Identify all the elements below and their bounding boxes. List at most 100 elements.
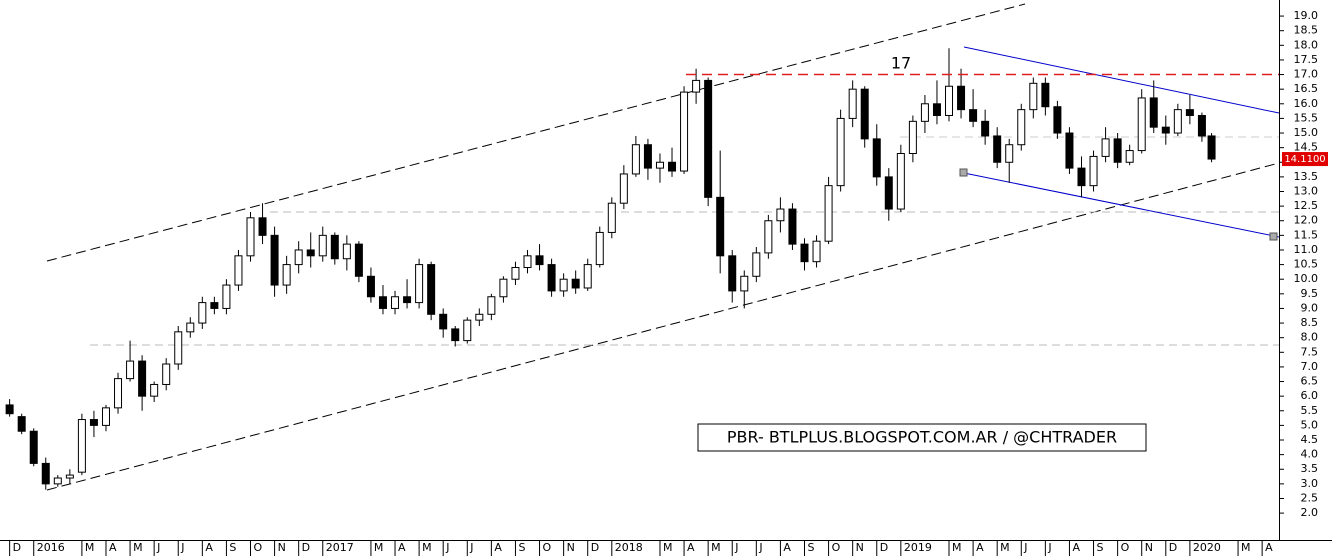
candle-body: [403, 296, 412, 304]
candle-body: [812, 240, 821, 263]
candle-body: [427, 264, 436, 315]
x-tick-label: O: [254, 541, 263, 554]
candle-body: [451, 328, 460, 342]
x-tick-label: N: [1145, 541, 1153, 554]
y-tick-label: 7.0: [1301, 360, 1319, 373]
candle-body: [607, 202, 616, 233]
candle-body: [53, 477, 62, 485]
x-tick-label: D: [302, 541, 310, 554]
candle-body: [415, 264, 424, 304]
candle-body: [306, 249, 315, 257]
watermark: PBR- BTLPLUS.BLOGSPOT.COM.AR / @CHTRADER: [727, 428, 1117, 447]
candle-body: [1149, 97, 1158, 128]
candle-body: [848, 88, 857, 119]
x-tick-label: A: [783, 541, 791, 554]
y-tick-label: 9.5: [1301, 287, 1319, 300]
candle-body: [920, 103, 929, 122]
x-tick-label: S: [518, 541, 525, 554]
candle-body: [788, 208, 797, 245]
x-tick-label: N: [567, 541, 575, 554]
y-tick-label: 18.5: [1294, 24, 1319, 37]
candle-body: [993, 135, 1002, 163]
y-tick-label: 4.0: [1301, 448, 1319, 461]
candle-body: [535, 255, 544, 266]
y-tick-label: 2.5: [1301, 491, 1319, 504]
y-tick-label: 14.5: [1294, 141, 1319, 154]
candle-body: [126, 360, 135, 380]
candle-body: [222, 284, 231, 309]
candle-body: [29, 430, 38, 464]
candle-body: [523, 255, 532, 269]
y-tick-label: 15.5: [1294, 111, 1319, 124]
candle-body: [1065, 132, 1074, 169]
x-tick-label: J: [180, 541, 184, 554]
candle-body: [475, 313, 484, 321]
candle-body: [210, 302, 219, 309]
candle-body: [655, 161, 664, 169]
candle-body: [318, 234, 327, 257]
candle-body: [945, 85, 954, 116]
x-tick-label: A: [1072, 541, 1080, 554]
candle-body: [559, 278, 568, 292]
x-tick-label: J: [734, 541, 738, 554]
candle-body: [836, 117, 845, 187]
candle-body: [41, 462, 50, 485]
candle-body: [174, 331, 183, 365]
y-axis-area: [1279, 0, 1332, 556]
candle-body: [354, 243, 363, 277]
candle-body: [294, 249, 303, 266]
handle: [959, 168, 968, 177]
x-tick-label: A: [687, 541, 695, 554]
x-tick-label: J: [469, 541, 473, 554]
x-tick-label: O: [832, 541, 841, 554]
channel-upper: [46, 3, 1026, 262]
wedge-upper: [963, 46, 1280, 114]
x-tick-label: N: [278, 541, 286, 554]
y-tick-label: 12.0: [1294, 214, 1319, 227]
candle-body: [1101, 138, 1110, 157]
y-tick-label: 13.5: [1294, 170, 1319, 183]
candle-body: [270, 234, 279, 286]
x-tick-label: S: [1097, 541, 1104, 554]
candle-body: [1005, 144, 1014, 163]
x-tick-label: O: [1121, 541, 1130, 554]
candle-body: [680, 91, 689, 172]
candle-body: [1017, 109, 1026, 146]
candle-body: [981, 120, 990, 137]
candle-body: [1125, 150, 1134, 163]
x-tick-label: A: [494, 541, 502, 554]
y-tick-label: 18.0: [1294, 38, 1319, 51]
y-tick-label: 12.5: [1294, 199, 1319, 212]
y-tick-label: 7.5: [1301, 345, 1319, 358]
candle-body: [186, 322, 195, 333]
candle-body: [860, 88, 869, 140]
last-price-label: 14.1100: [1284, 154, 1325, 165]
candles: [5, 48, 1216, 490]
handle: [1269, 232, 1278, 241]
candle-body: [872, 138, 881, 178]
candle-body: [282, 264, 291, 286]
candle-body: [716, 196, 725, 257]
candle-body: [198, 302, 207, 324]
candle-body: [439, 313, 448, 330]
candle-body: [234, 255, 243, 286]
x-tick-label: M: [374, 541, 384, 554]
y-tick-label: 3.0: [1301, 477, 1319, 490]
x-tick-label: M: [711, 541, 721, 554]
x-tick-label: 2017: [326, 541, 354, 554]
candle-body: [17, 416, 26, 432]
x-tick-label: A: [976, 541, 984, 554]
channel-lower: [46, 162, 1280, 491]
y-tick-label: 15.0: [1294, 126, 1319, 139]
y-tick-label: 17.0: [1294, 68, 1319, 81]
candle-body: [463, 319, 472, 342]
candle-body: [511, 267, 520, 280]
candle-body: [1041, 82, 1050, 108]
axes: 2.0 2.53.0 3.54.0 4.5 5.05.5 6.06.5 7.0 7.58.0 8…: [9, 9, 1319, 556]
candle-body: [631, 144, 640, 175]
candle-body: [704, 79, 713, 198]
x-tick-label: D: [13, 541, 21, 554]
x-tick-label: M: [952, 541, 962, 554]
